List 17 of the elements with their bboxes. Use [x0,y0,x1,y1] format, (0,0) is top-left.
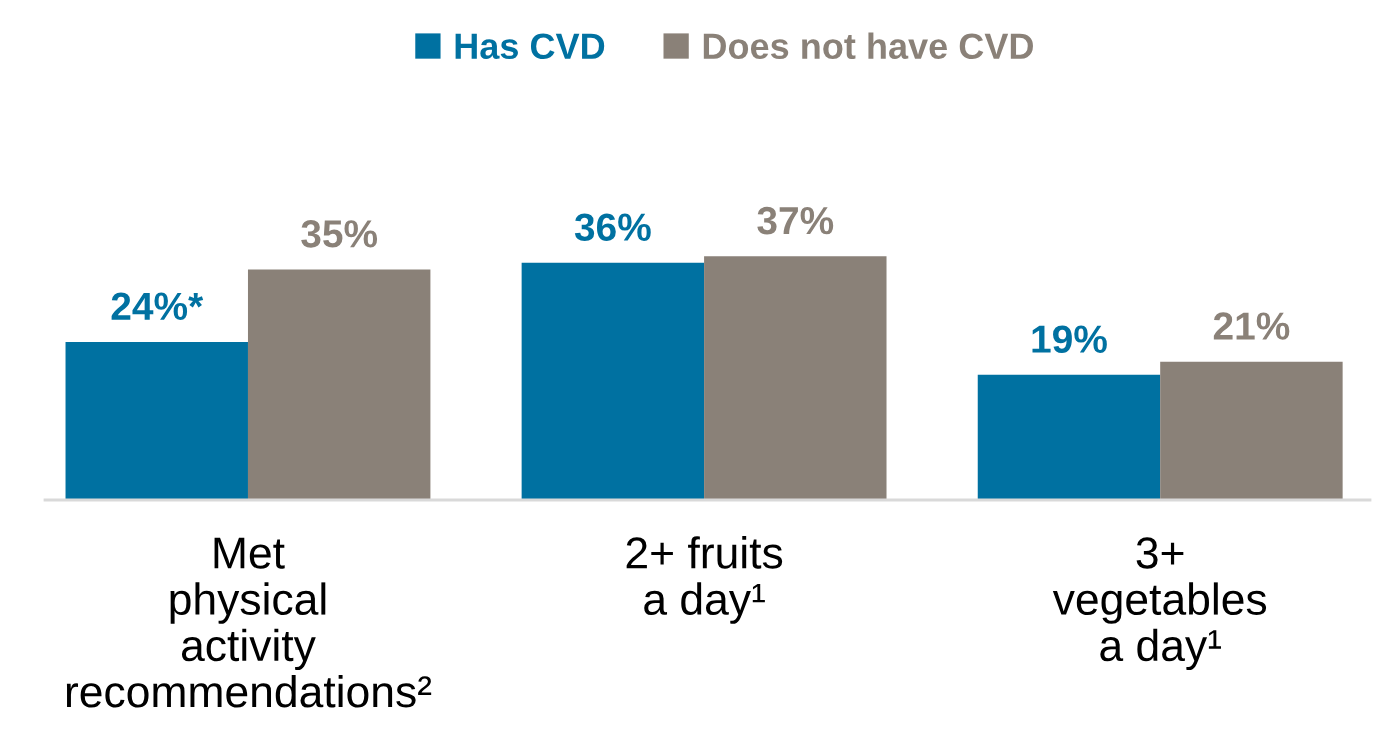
legend-label: Does not have CVD [703,32,1033,60]
data-label: 19% [1032,325,1107,353]
x-tick-label: 3+ vegetables a day¹ [1052,537,1267,671]
data-label: 36% [574,213,651,242]
bar [65,341,248,500]
bar [521,262,705,500]
x-tick-label: 2+ fruits a day¹ [626,536,783,624]
bar [977,374,1161,500]
data-label: 24%* [111,292,204,320]
x-tick-label: Met physical activity recommendations² [66,537,432,708]
bar [247,269,431,500]
data-label: 37% [757,206,834,235]
data-label: 35% [301,220,378,248]
bar [704,256,887,500]
bar [1160,361,1343,500]
legend-label: Has CVD [455,33,605,60]
data-label: 21% [1213,312,1290,340]
